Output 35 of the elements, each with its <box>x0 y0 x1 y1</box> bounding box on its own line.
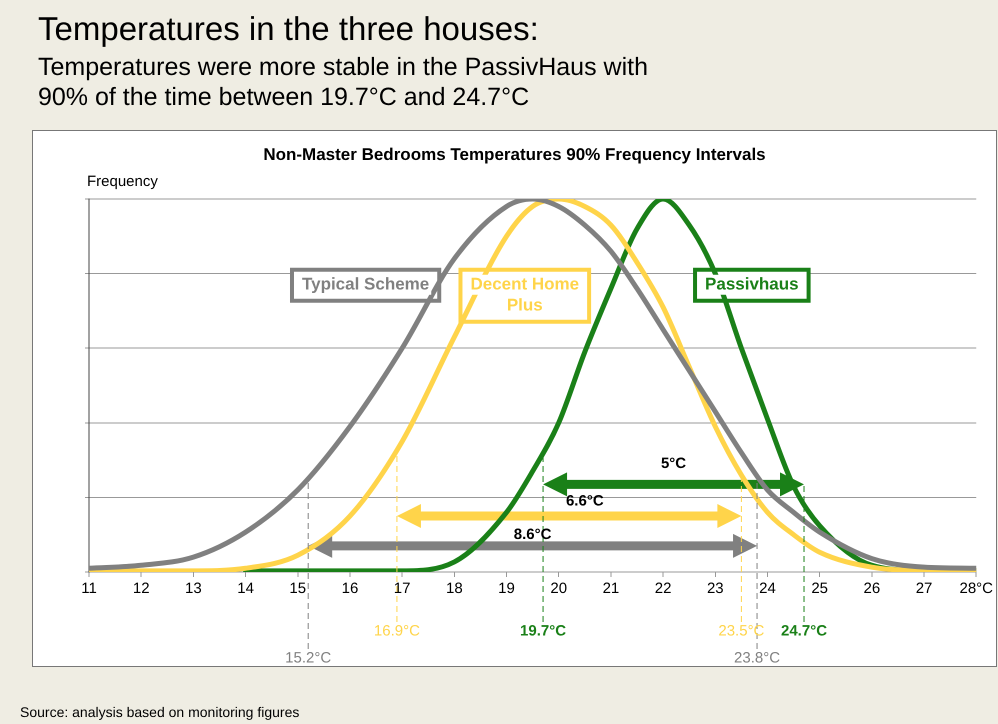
chart-subtitle: Temperatures were more stable in the PassivHaus with 90% of the time between 19.7°C and 24.7°C <box>38 52 649 112</box>
annotation: 6.6°C <box>566 492 604 510</box>
annotation: 8.6°C <box>514 526 552 543</box>
series-label: Typical Scheme <box>302 274 430 294</box>
x-tick-label: 27 <box>916 580 932 598</box>
ref-line-label: 19.7°C <box>520 622 566 640</box>
x-tick-label: 14 <box>237 580 254 598</box>
x-tick-label: 22 <box>654 580 672 598</box>
ref-line-label: 23.8°C <box>734 650 780 667</box>
x-tick-label: 26 <box>864 580 880 598</box>
source-note: Source: analysis based on monitoring figures <box>20 704 300 720</box>
annotation: 5°C <box>660 454 686 472</box>
ref-line-label: 15.2°C <box>285 650 332 667</box>
x-tick-label: 20 <box>550 580 568 598</box>
x-tick-label: 23 <box>706 580 724 598</box>
ref-line-label: 16.9°C <box>374 622 420 640</box>
x-tick-label: 19 <box>498 580 515 598</box>
x-tick-label: 28°C <box>959 580 994 598</box>
x-tick-label: 17 <box>394 580 410 598</box>
x-tick-label: 25 <box>811 580 828 598</box>
series-label: Passivhaus <box>705 274 799 294</box>
x-tick-label: 21 <box>602 580 620 598</box>
y-axis-title: Frequency <box>87 173 158 190</box>
series-label: Decent Home Plus <box>470 274 580 314</box>
x-tick-label: 13 <box>185 580 202 598</box>
chart-title: Temperatures in the three houses: <box>38 10 539 48</box>
x-tick-label: 11 <box>81 580 97 598</box>
x-tick-label: 15 <box>289 580 306 598</box>
x-tick-label: 24 <box>759 580 776 598</box>
x-tick-label: 12 <box>132 580 150 598</box>
text: Non-Master Bedrooms Temperatures 90% Frequency Intervals <box>262 145 767 165</box>
x-tick-label: 18 <box>446 580 463 598</box>
ref-line-label: 23.5°C <box>718 622 765 640</box>
ref-line-label: 24.7°C <box>780 622 828 640</box>
x-tick-label: 16 <box>342 580 358 598</box>
